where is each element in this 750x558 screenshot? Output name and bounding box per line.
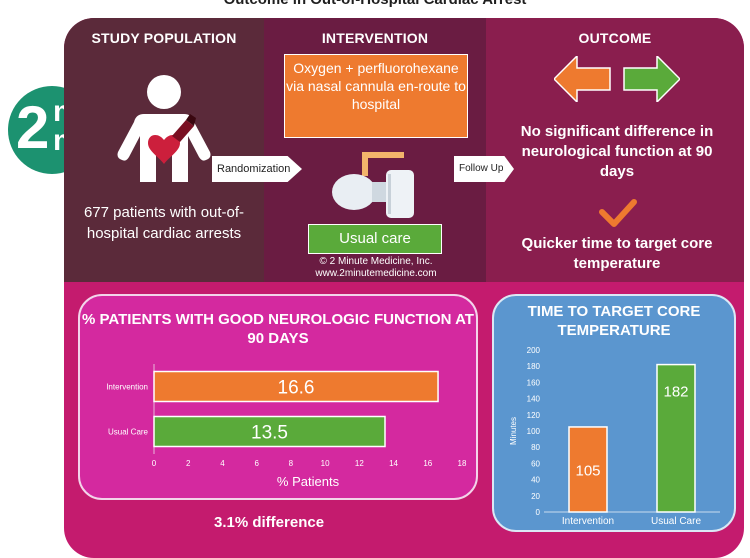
website-url: www.2minutemedicine.com — [284, 268, 468, 280]
category-label: Intervention — [106, 383, 148, 392]
y-tick-label: 0 — [536, 508, 541, 517]
neurologic-function-bar-chart: 16.6 Intervention 13.5 Usual Care 0 2 4 6 8 10 12 1… — [106, 364, 467, 489]
bar-value-label: 182 — [663, 384, 688, 401]
intervention-column: INTERVENTION Oxygen + perfluorohexane vi… — [264, 18, 486, 282]
category-label: Usual Care — [651, 516, 701, 526]
x-tick-label: 2 — [186, 459, 191, 468]
copyright-notice: © 2 Minute Medicine, Inc. www.2minutemed… — [284, 256, 468, 280]
neurologic-chart-title: % PATIENTS WITH GOOD NEUROLOGIC FUNCTION… — [82, 311, 474, 347]
x-tick-label: 8 — [289, 459, 294, 468]
infographic-card: STUDY POPULATION 677 patients with out-o… — [64, 18, 744, 558]
x-tick-label: 10 — [321, 459, 330, 468]
bar-intervention — [568, 426, 608, 513]
bar-value-label: 13.5 — [251, 423, 288, 444]
x-tick-label: 12 — [355, 459, 364, 468]
left-arrow-icon — [554, 56, 611, 102]
y-tick-label: 160 — [527, 378, 541, 387]
y-tick-label: 40 — [531, 476, 540, 485]
category-label: Usual Care — [108, 428, 149, 437]
bar-usual-care — [656, 363, 696, 513]
y-tick-label: 200 — [527, 346, 541, 355]
outcome-finding-temperature: Quicker time to target core temperature — [521, 235, 713, 272]
population-description: 677 patients with out-of-hospital cardia… — [83, 204, 245, 242]
randomization-arrow: Randomization — [212, 156, 302, 182]
outcome-heading: OUTCOME — [578, 30, 652, 46]
page-title: Outcome in Out-of-Hospital Cardiac Arres… — [0, 0, 750, 8]
x-tick-label: 4 — [220, 459, 225, 468]
bar-value-label: 105 — [575, 462, 600, 479]
patient-heart-icon — [117, 75, 211, 182]
x-tick-label: 0 — [152, 459, 157, 468]
y-tick-label: 100 — [527, 427, 541, 436]
copyright-text: © 2 Minute Medicine, Inc. — [319, 256, 433, 267]
study-population-column: STUDY POPULATION 677 patients with out-o… — [64, 18, 264, 282]
checkmark-icon — [599, 199, 637, 227]
neurologic-function-panel: % PATIENTS WITH GOOD NEUROLOGIC FUNCTION… — [78, 294, 478, 500]
usual-care-box: Usual care — [308, 224, 442, 254]
x-axis-title: % Patients — [277, 474, 340, 489]
follow-up-arrow: Follow Up — [454, 156, 514, 182]
x-tick-label: 14 — [389, 459, 398, 468]
category-label: Intervention — [562, 516, 614, 526]
population-heading: STUDY POPULATION — [91, 30, 237, 46]
y-tick-label: 20 — [531, 492, 540, 501]
bar-intervention — [153, 370, 439, 403]
y-tick-label: 140 — [527, 395, 541, 404]
x-tick-label: 6 — [254, 459, 259, 468]
outcome-column: OUTCOME No significant difference in neu… — [486, 18, 744, 282]
core-temperature-chart-title: TIME TO TARGET CORE TEMPERATURE — [527, 303, 701, 339]
y-tick-label: 180 — [527, 362, 541, 371]
intervention-heading: INTERVENTION — [321, 30, 429, 46]
intervention-box: Oxygen + perfluorohexane via nasal cannu… — [284, 54, 468, 138]
core-temperature-panel: TIME TO TARGET CORE TEMPERATURE 0 20 40 60 8… — [492, 294, 736, 532]
website-url-text: www.2minutemedicine.com — [315, 268, 437, 279]
core-temperature-bar-chart: 0 20 40 60 80 100 120 140 160 180 200 Minutes 105 Int… — [509, 346, 720, 526]
outcome-finding-neurological: No significant difference in neurologica… — [520, 123, 714, 180]
y-tick-label: 120 — [527, 411, 541, 420]
logo-digit: 2 — [16, 94, 50, 161]
x-tick-label: 16 — [423, 459, 432, 468]
y-tick-label: 60 — [531, 459, 540, 468]
right-arrow-icon — [623, 56, 680, 102]
difference-summary: 3.1% difference — [214, 514, 325, 531]
nasal-cannula-device-icon — [332, 152, 414, 218]
y-axis-title: Minutes — [509, 417, 518, 445]
bar-usual-care — [153, 415, 386, 448]
bar-value-label: 16.6 — [278, 378, 315, 399]
y-tick-label: 80 — [531, 443, 540, 452]
x-tick-label: 18 — [458, 459, 467, 468]
